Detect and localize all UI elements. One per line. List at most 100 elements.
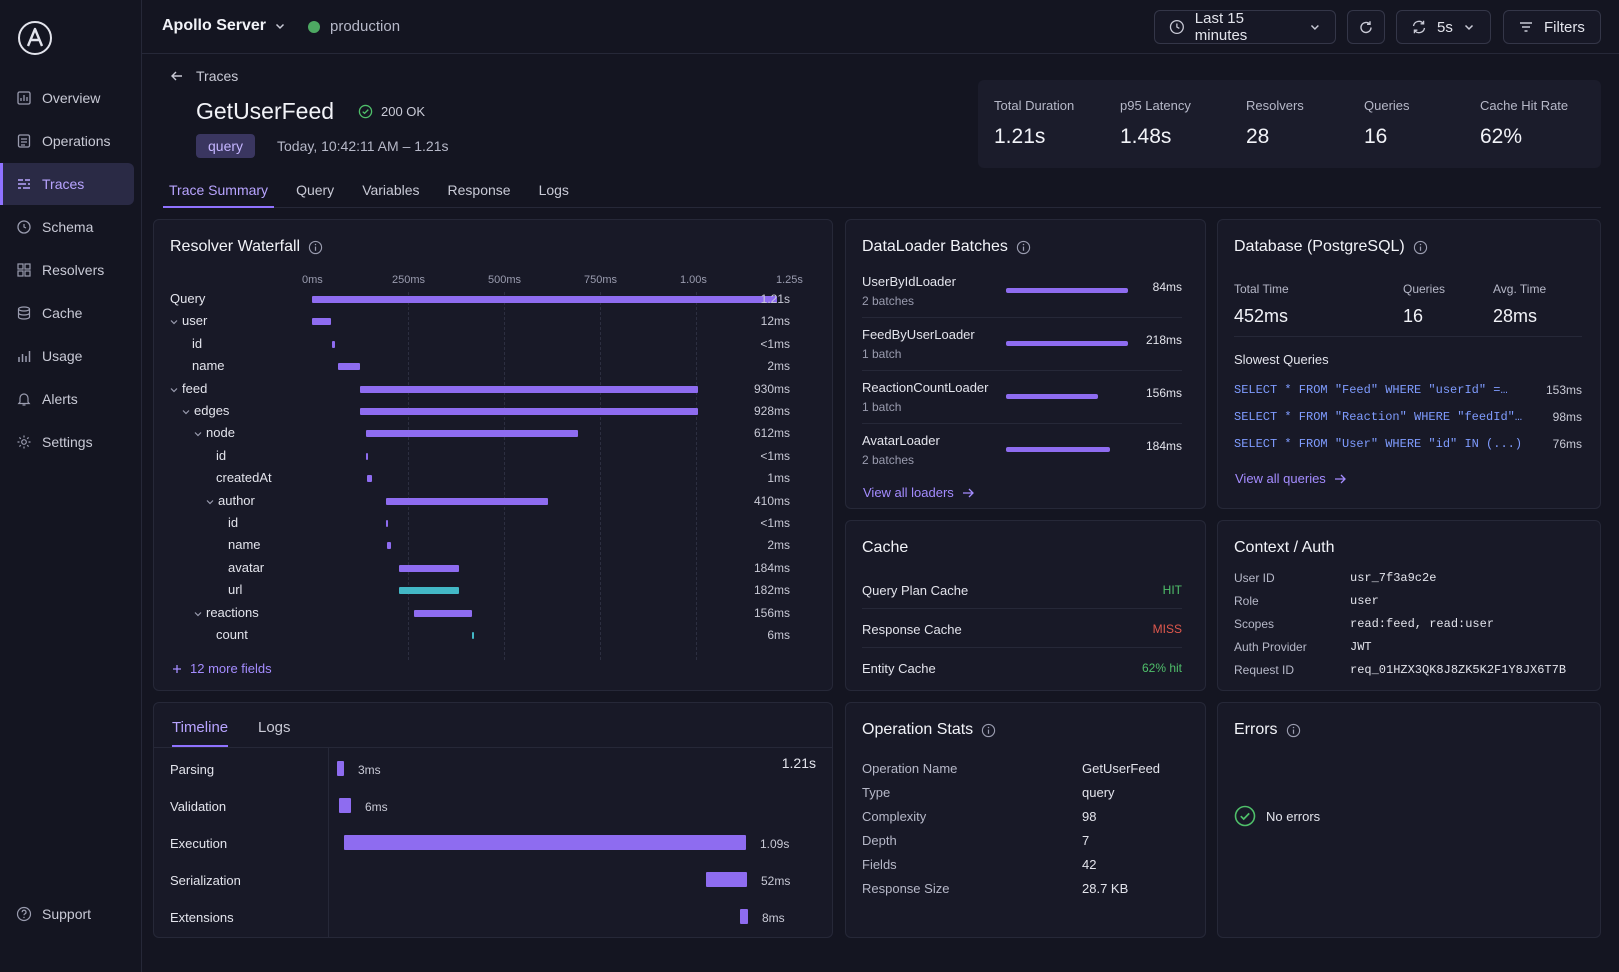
timeline-bar[interactable] <box>344 835 746 850</box>
sidebar-item-traces[interactable]: Traces <box>0 163 134 205</box>
tab-query[interactable]: Query <box>296 182 335 198</box>
waterfall-row[interactable]: id <1ms <box>154 512 814 534</box>
view-all-loaders-link[interactable]: View all loaders <box>863 485 974 500</box>
dataloader-row[interactable]: UserByIdLoader 2 batches 84ms <box>862 266 1182 318</box>
info-icon[interactable] <box>1286 723 1301 738</box>
chevron-down-icon[interactable] <box>206 498 214 506</box>
sidebar-item-resolvers[interactable]: Resolvers <box>0 249 134 291</box>
kpi-total-duration: Total Duration 1.21s <box>994 98 1074 149</box>
waterfall-tick-label: 750ms <box>584 274 618 286</box>
waterfall-row[interactable]: reactions 156ms <box>154 602 814 624</box>
filters-button[interactable]: Filters <box>1503 10 1601 44</box>
info-icon[interactable] <box>981 723 996 738</box>
dataloader-row[interactable]: ReactionCountLoader 1 batch 156ms <box>862 372 1182 424</box>
timeline-bar[interactable] <box>740 909 748 924</box>
info-icon[interactable] <box>308 240 323 255</box>
waterfall-row[interactable]: author 410ms <box>154 490 814 512</box>
tab-response[interactable]: Response <box>447 182 511 198</box>
view-all-queries-link[interactable]: View all queries <box>1235 471 1346 486</box>
more-fields-link[interactable]: 12 more fields <box>172 661 272 676</box>
waterfall-row[interactable]: edges 928ms <box>154 400 814 422</box>
waterfall-bar[interactable] <box>387 542 392 550</box>
apollo-logo-icon[interactable] <box>17 20 53 56</box>
support-link[interactable]: Support <box>16 906 91 922</box>
waterfall-bar[interactable] <box>398 587 460 595</box>
info-icon[interactable] <box>1413 240 1428 255</box>
tab-logs[interactable]: Logs <box>538 182 569 198</box>
tab-timeline-logs[interactable]: Logs <box>258 719 291 736</box>
waterfall-bar[interactable] <box>386 520 389 527</box>
sidebar-item-schema[interactable]: Schema <box>0 206 134 248</box>
waterfall-bar[interactable] <box>331 340 336 348</box>
waterfall-bar[interactable] <box>365 430 578 438</box>
slow-query-sql[interactable]: SELECT * FROM "User" WHERE "id" IN (...) <box>1234 437 1523 451</box>
waterfall-row[interactable]: node 612ms <box>154 422 814 444</box>
waterfall-row[interactable]: id <1ms <box>154 445 814 467</box>
waterfall-row[interactable]: avatar 184ms <box>154 557 814 579</box>
sidebar-item-operations[interactable]: Operations <box>0 120 134 162</box>
chevron-down-icon[interactable] <box>182 408 190 416</box>
waterfall-bar[interactable] <box>312 296 777 303</box>
waterfall-bar[interactable] <box>360 408 699 415</box>
tab-variables[interactable]: Variables <box>362 182 420 198</box>
timeline-bar[interactable] <box>337 761 344 776</box>
waterfall-bar[interactable] <box>359 385 699 393</box>
chevron-down-icon[interactable] <box>170 386 178 394</box>
waterfall-row[interactable]: feed 930ms <box>154 378 814 400</box>
dataloader-row[interactable]: FeedByUserLoader 1 batch 218ms <box>862 319 1182 371</box>
waterfall-row[interactable]: Query 1.21s <box>154 288 814 310</box>
server-selector[interactable]: Apollo Server <box>162 17 286 35</box>
stat-label: Response Size <box>862 881 950 896</box>
sidebar-item-alerts[interactable]: Alerts <box>0 378 134 420</box>
waterfall-row[interactable]: url 182ms <box>154 579 814 601</box>
waterfall-duration: 12ms <box>760 314 790 329</box>
waterfall-bar[interactable] <box>312 318 332 326</box>
info-icon[interactable] <box>1016 240 1031 255</box>
waterfall-bar[interactable] <box>365 452 368 460</box>
waterfall-row[interactable]: name 2ms <box>154 534 814 556</box>
timeline-phase-name: Serialization <box>170 873 241 888</box>
db-stat-value: 16 <box>1403 306 1424 326</box>
slow-query-sql[interactable]: SELECT * FROM "Feed" WHERE "userId" = $1… <box>1234 383 1514 397</box>
sidebar-item-settings[interactable]: Settings <box>0 421 134 463</box>
waterfall-duration: 1.21s <box>760 292 790 306</box>
waterfall-tick-label: 1.00s <box>680 274 707 286</box>
slow-query-sql[interactable]: SELECT * FROM "Reaction" WHERE "feedId" … <box>1234 410 1524 424</box>
waterfall-row[interactable]: user 12ms <box>154 310 814 332</box>
waterfall-row[interactable]: count 6ms <box>154 624 814 646</box>
sidebar-item-cache[interactable]: Cache <box>0 292 134 334</box>
breadcrumb[interactable]: Traces <box>170 68 238 84</box>
dataloader-bar <box>1006 288 1128 293</box>
sidebar-item-usage[interactable]: Usage <box>0 335 134 377</box>
waterfall-bar[interactable] <box>471 632 475 639</box>
chevron-down-icon[interactable] <box>194 610 202 618</box>
time-range-dropdown[interactable]: Last 15 minutes <box>1154 10 1336 44</box>
tab-trace-summary[interactable]: Trace Summary <box>163 170 275 208</box>
waterfall-field-name: Query <box>170 291 206 306</box>
timeline-duration: 3ms <box>358 763 381 777</box>
waterfall-duration: 928ms <box>753 404 790 418</box>
tab-timeline[interactable]: Timeline <box>172 719 229 747</box>
waterfall-row[interactable]: createdAt 1ms <box>154 467 814 489</box>
chevron-down-icon[interactable] <box>194 430 202 438</box>
waterfall-bar[interactable] <box>338 363 360 371</box>
timeline-bar[interactable] <box>339 798 351 813</box>
waterfall-bar[interactable] <box>414 609 472 617</box>
waterfall-tick-label: 0ms <box>302 274 323 286</box>
refresh-button[interactable] <box>1347 10 1385 44</box>
auto-refresh-dropdown[interactable]: 5s <box>1396 10 1491 44</box>
dataloader-row[interactable]: AvatarLoader 2 batches 184ms <box>862 425 1182 477</box>
operation-type-badge: query <box>196 134 256 158</box>
waterfall-row[interactable]: id <1ms <box>154 333 814 355</box>
schema-icon <box>17 220 31 234</box>
environment-selector[interactable]: production <box>308 18 400 35</box>
waterfall-bar[interactable] <box>385 497 548 505</box>
waterfall-field-name: author <box>218 492 255 508</box>
waterfall-bar[interactable] <box>398 564 460 572</box>
dataloader-duration: 156ms <box>1145 386 1182 400</box>
chevron-down-icon[interactable] <box>170 318 178 326</box>
waterfall-bar[interactable] <box>367 475 372 483</box>
waterfall-row[interactable]: name 2ms <box>154 355 814 377</box>
timeline-bar[interactable] <box>706 872 747 887</box>
sidebar-item-overview[interactable]: Overview <box>0 77 134 119</box>
